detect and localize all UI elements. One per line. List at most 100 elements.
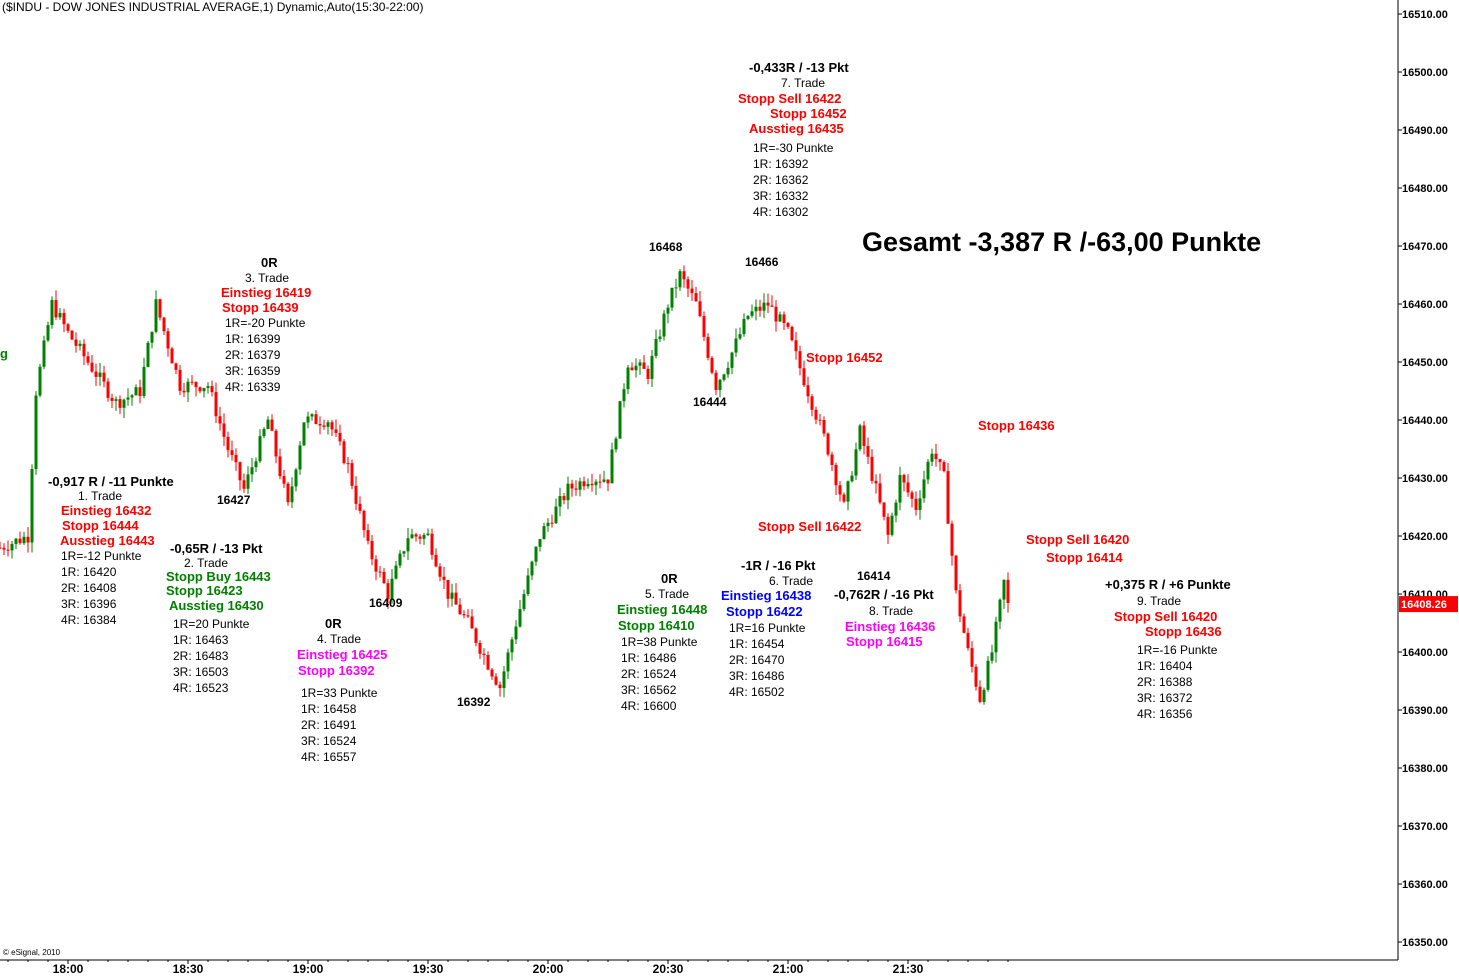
last-price-label: 16408.26 [1401, 599, 1447, 611]
candle-down [490, 669, 494, 677]
candle-down [458, 604, 462, 615]
y-tick-label: 16420.00 [1402, 531, 1448, 543]
candle-down [562, 496, 566, 501]
candlestick-series [0, 265, 1010, 705]
candle-down [1006, 579, 1010, 603]
y-tick-label: 16460.00 [1402, 299, 1448, 311]
candle-down [966, 632, 970, 649]
candle-down [902, 474, 906, 483]
trade7-exit: Ausstieg 16435 [749, 121, 844, 136]
trade7-r3: 3R: 16332 [753, 189, 809, 203]
peak-label: 16409 [369, 596, 403, 610]
candle-down [806, 385, 810, 397]
y-tick-label: 16440.00 [1402, 415, 1448, 427]
trade8-name: 8. Trade [869, 604, 914, 618]
candle-up [734, 338, 738, 353]
candle-down [418, 536, 422, 539]
peak-label: 16427 [217, 493, 251, 507]
trade3-r: 1R=-20 Punkte [225, 316, 306, 330]
trade9-entry: Stopp Sell 16420 [1114, 609, 1218, 624]
candle-up [922, 479, 926, 499]
candle-down [646, 368, 650, 379]
trade4-r2: 2R: 16491 [301, 718, 357, 732]
candle-down [694, 293, 698, 302]
candle-up [898, 474, 902, 503]
trade7-r2: 2R: 16362 [753, 173, 809, 187]
stop-note: Stopp 16436 [978, 418, 1055, 433]
trade1-r2: 2R: 16408 [61, 581, 117, 595]
candle-down [106, 381, 110, 398]
candle-down [2, 547, 6, 550]
candle-up [594, 481, 598, 486]
candle-up [154, 299, 158, 332]
candle-up [502, 671, 506, 689]
candle-up [890, 515, 894, 535]
candle-down [842, 494, 846, 502]
trade2-stop: Stopp 16423 [166, 583, 243, 598]
candle-down [942, 462, 946, 472]
candle-down [794, 340, 798, 352]
candle-up [930, 453, 934, 462]
candle-down [642, 362, 646, 369]
x-tick-label: 18:30 [173, 962, 204, 976]
x-tick-label: 20:00 [533, 962, 564, 976]
candle-down [62, 312, 66, 325]
candle-down [90, 362, 94, 372]
trade9-r2: 2R: 16388 [1137, 675, 1193, 689]
candle-down [438, 566, 442, 577]
x-tick-label: 18:00 [53, 962, 84, 976]
candle-up [298, 445, 302, 470]
candle-down [118, 399, 122, 408]
trade1-r4: 4R: 16384 [61, 613, 117, 627]
candle-down [802, 368, 806, 386]
trade5-block: 0R 5. Trade Einstieg 16448 Stopp 16410 1… [617, 571, 707, 714]
candle-up [538, 539, 542, 547]
candle-up [982, 689, 986, 702]
candle-down [498, 684, 502, 689]
candle-down [474, 628, 478, 643]
candle-down [278, 456, 282, 477]
trade6-result: -1R / -16 Pkt [741, 558, 816, 573]
candle-up [450, 592, 454, 599]
candle-up [654, 338, 658, 356]
candle-down [446, 579, 450, 599]
candle-down [238, 462, 242, 481]
y-tick-label: 16470.00 [1402, 241, 1448, 253]
candle-up [146, 342, 150, 367]
candle-down [362, 510, 366, 531]
candle-down [958, 590, 962, 617]
candle-up [854, 449, 858, 476]
trade6-entry: Einstieg 16438 [721, 588, 812, 603]
candle-up [506, 652, 510, 672]
trade4-r4: 4R: 16557 [301, 750, 357, 764]
candle-down [698, 301, 702, 317]
stop-note: Stopp Sell 16420 [1026, 532, 1130, 547]
candle-up [534, 546, 538, 562]
candle-up [586, 483, 590, 487]
candle-up [602, 479, 606, 482]
candle-down [970, 648, 974, 667]
candle-up [126, 397, 130, 400]
candle-up [546, 522, 550, 527]
candle-up [402, 551, 406, 554]
candle-down [882, 502, 886, 517]
candle-down [102, 372, 106, 382]
left-edge-label: g [0, 346, 8, 361]
candle-down [170, 348, 174, 364]
candle-down [454, 592, 458, 605]
candle-down [366, 530, 370, 541]
candle-down [974, 666, 978, 687]
candle-up [578, 481, 582, 490]
candle-up [778, 314, 782, 322]
trade1-name: 1. Trade [78, 489, 123, 503]
trade9-r1: 1R: 16404 [1137, 659, 1193, 673]
candle-up [394, 565, 398, 579]
y-tick-label: 16390.00 [1402, 705, 1448, 717]
candle-down [442, 576, 446, 580]
candle-down [582, 481, 586, 487]
trade7-r1: 1R: 16392 [753, 157, 809, 171]
trade3-r2: 2R: 16379 [225, 348, 281, 362]
x-axis: 18:00 18:30 19:00 19:30 20:00 20:30 21:00 21:30 [0, 959, 1398, 976]
trade9-r4: 4R: 16356 [1137, 707, 1193, 721]
candle-down [462, 614, 466, 616]
